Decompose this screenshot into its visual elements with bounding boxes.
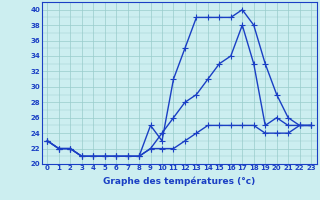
X-axis label: Graphe des températures (°c): Graphe des températures (°c) xyxy=(103,177,255,186)
